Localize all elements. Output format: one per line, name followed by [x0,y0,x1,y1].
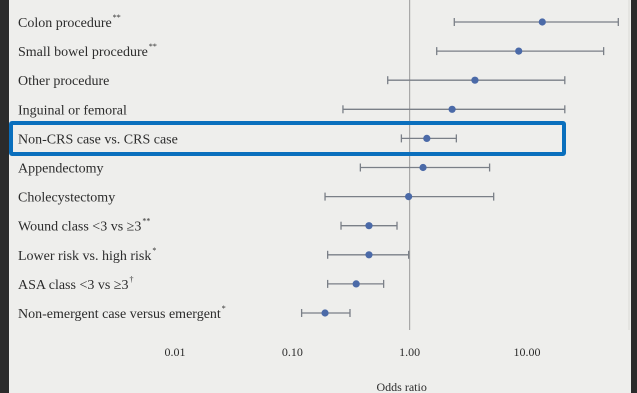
x-tick-label: 10.00 [514,345,541,359]
odds-ratio-point [515,47,523,55]
row-label-superscript: ** [142,217,150,226]
forest-row: Small bowel procedure ** [18,42,605,60]
odds-ratio-point [321,309,329,317]
row-label: Lower risk vs. high risk [18,249,151,264]
row-label-superscript: ** [113,13,121,22]
forest-plot-panel: Colon procedure ** Small bowel procedure **… [9,0,631,393]
forest-row: ASA class <3 vs ≥3 † [18,275,385,293]
forest-row: Colon procedure ** [18,13,619,31]
odds-ratio-point [365,222,373,230]
forest-row: Cholecystectomy [18,191,495,206]
forest-row: Inguinal or femoral [18,103,566,118]
x-tick-label: 1.00 [399,345,420,359]
odds-ratio-point [405,193,413,201]
plot-rows: Colon procedure **Small bowel procedure **… [18,13,619,322]
row-label-superscript: * [152,246,156,255]
forest-plot: Colon procedure **Small bowel procedure **… [9,0,630,393]
x-axis: 0.01 0.10 1.00 10.00 Odds ratio [165,345,541,393]
forest-row: Wound class <3 vs ≥3 ** [18,217,398,235]
forest-row: Appendectomy [18,162,491,177]
odds-ratio-point [448,105,456,113]
row-label: Inguinal or femoral [18,103,127,118]
row-label: Other procedure [18,74,109,89]
row-label: Colon procedure [18,16,112,31]
odds-ratio-point [538,18,546,26]
row-label-superscript: † [129,275,133,284]
x-tick-label: 0.01 [165,345,186,359]
odds-ratio-point [352,280,360,288]
row-label: ASA class <3 vs ≥3 [18,278,128,293]
row-label: Cholecystectomy [18,191,115,206]
row-label-superscript: ** [149,42,157,51]
odds-ratio-point [423,134,431,142]
x-tick-label: 0.10 [282,345,303,359]
forest-row: Non-CRS case vs. CRS case [18,132,458,147]
row-label: Non-emergent case versus emergent [18,307,221,322]
x-axis-title: Odds ratio [377,380,427,393]
odds-ratio-point [365,251,373,259]
row-label-superscript: * [222,304,226,313]
row-label: Wound class <3 vs ≥3 [18,220,141,235]
highlight-box [9,121,566,156]
row-label: Appendectomy [18,162,104,177]
odds-ratio-point [471,76,479,84]
reference-lines [409,0,630,330]
row-label: Small bowel procedure [18,45,148,60]
forest-row: Non-emergent case versus emergent * [18,304,351,322]
forest-row: Lower risk vs. high risk * [18,246,410,264]
odds-ratio-point [419,163,427,172]
row-label: Non-CRS case vs. CRS case [18,132,178,147]
forest-row: Other procedure [18,74,566,89]
